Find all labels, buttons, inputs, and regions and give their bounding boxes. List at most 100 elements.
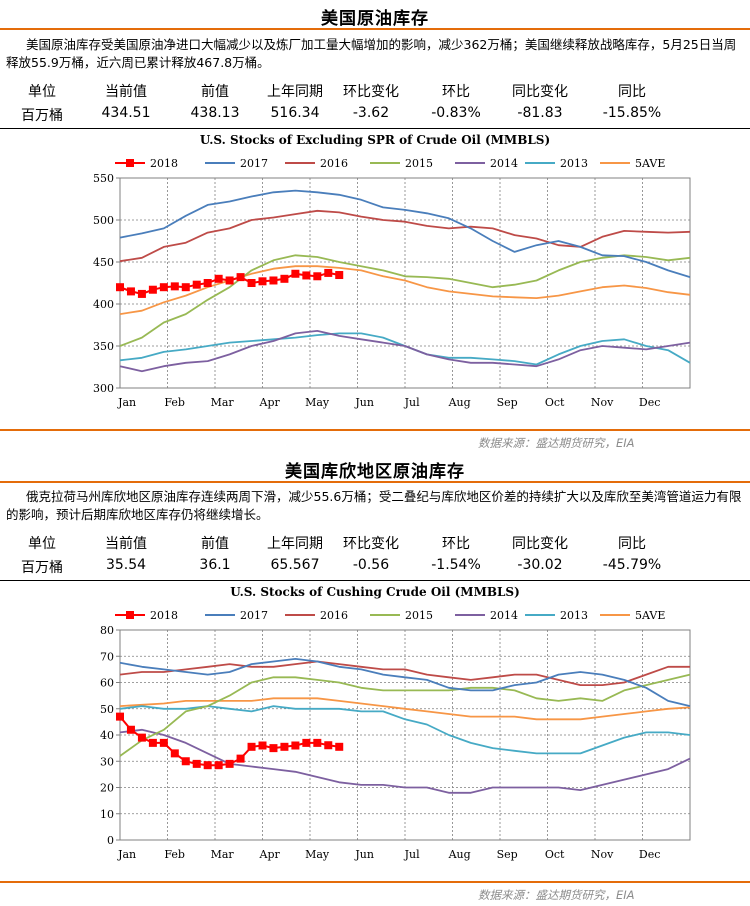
chart2-series-2014 [119, 728, 691, 794]
panel1-stats-header-5: 环比 [442, 84, 470, 100]
panel1-stats-header-1: 当前值 [105, 84, 147, 100]
chart2-point-2018 [247, 742, 256, 751]
panel2-stats-header-row: 单位 当前值 前值 上年同期 环比变化 环比 同比变化 同比 [0, 533, 750, 555]
chart2-xtick-label-Jun: Jun [354, 848, 374, 861]
chart1-point-2018 [192, 280, 201, 289]
chart2-point-2018 [203, 761, 212, 770]
panel1-source-note: 数据来源：盛达期货研究，EIA [478, 436, 635, 450]
chart2-legend-item-2016: 2016 [285, 609, 348, 622]
chart1-xtick-label-Sep: Sep [497, 396, 518, 409]
panel1-title: 美国原油库存 [321, 9, 429, 29]
chart2-legend-marker-2018 [126, 611, 134, 619]
chart2-point-2018 [214, 761, 223, 770]
chart1-series-2015 [119, 254, 691, 347]
chart2-legend-item-2018: 2018 [115, 609, 178, 622]
chart1-point-2018 [214, 274, 223, 283]
panel2-stats-value-row: 百万桶 35.54 36.1 65.567 -0.56 -1.54% -30.02 -45.7… [0, 557, 750, 579]
chart2-ytick-label: 40 [100, 729, 114, 742]
panel1-description: 美国原油库存受美国原油净进口大幅减少以及炼厂加工量大幅增加的影响，减少362万桶… [6, 37, 737, 70]
chart1-xtick-label-Jan: Jan [117, 396, 136, 409]
chart2-xtick-label-Aug: Aug [448, 848, 471, 861]
chart2-point-2018 [280, 742, 289, 751]
chart1-xtick-label-May: May [305, 396, 330, 409]
chart2-ytick-label: 30 [100, 755, 114, 768]
chart2-point-2018 [313, 738, 322, 747]
panel2-stats-value-4: -0.56 [352, 557, 390, 573]
chart2-legend-label-5AVE: 5AVE [635, 609, 665, 622]
panel1-stats-value-6: -81.83 [517, 105, 563, 121]
panel1-stats-value-5: -0.83% [431, 105, 481, 121]
chart1-point-2018 [280, 274, 289, 283]
chart2-point-2018 [258, 741, 267, 750]
panel2-stats-rule [0, 580, 750, 581]
chart2-series-2015 [119, 673, 691, 757]
chart2-xtick-label-Jan: Jan [117, 848, 136, 861]
chart2-ytick-label: 80 [100, 624, 114, 637]
chart1-point-2018 [269, 276, 278, 285]
chart2-point-2018 [302, 738, 311, 747]
chart2-ytick-label: 0 [107, 834, 114, 847]
chart1-series-5AVE [119, 265, 691, 315]
chart2-legend-label-2015: 2015 [405, 609, 433, 622]
panel2-title: 美国库欣地区原油库存 [285, 462, 465, 482]
chart1-legend-item-2013: 2013 [525, 157, 588, 170]
chart1-legend-label-2014: 2014 [490, 157, 518, 170]
chart2-ytick-label: 20 [100, 782, 114, 795]
panel2-stats-value-6: -30.02 [517, 557, 563, 573]
panel2-description: 俄克拉荷马州库欣地区原油库存连续两周下滑，减少55.6万桶；受二叠纪与库欣地区价… [6, 489, 742, 522]
chart1-legend-label-2016: 2016 [320, 157, 348, 170]
panel1-stats-rule [0, 128, 750, 129]
chart2-title: U.S. Stocks of Cushing Crude Oil (MMBLS) [230, 585, 520, 599]
chart2-series-2017 [119, 658, 691, 707]
chart2-point-2018 [324, 741, 333, 750]
panel1-stats-value-0: 百万桶 [21, 108, 63, 124]
chart2-xtick-label-Apr: Apr [259, 848, 281, 861]
chart1-xtick-label-Jul: Jul [404, 396, 420, 409]
chart1-point-2018 [313, 272, 322, 281]
panel2-stats-value-3: 65.567 [270, 557, 320, 573]
chart1-series-2017 [119, 189, 691, 278]
chart2-series-2016 [119, 660, 690, 686]
panel2-stats-header-0: 单位 [28, 536, 56, 552]
chart1-legend-label-2013: 2013 [560, 157, 588, 170]
panel2-stats-header-1: 当前值 [105, 536, 147, 552]
chart1-point-2018 [126, 287, 135, 296]
chart1-ytick-label: 450 [93, 256, 114, 269]
chart2-point-2018 [181, 757, 190, 766]
chart2-point-2018 [126, 725, 135, 734]
chart1-ytick-label: 400 [93, 298, 114, 311]
chart2-xtick-label-May: May [305, 848, 330, 861]
chart1-legend-marker-2018 [126, 159, 134, 167]
chart1-legend-item-2014: 2014 [455, 157, 518, 170]
panel2-source-note: 数据来源：盛达期货研究，EIA [478, 888, 635, 902]
panel1-stats-value-2: 438.13 [190, 105, 240, 121]
panel1-chart: U.S. Stocks of Excluding SPR of Crude Oi… [93, 133, 691, 409]
chart1-legend-item-2017: 2017 [205, 157, 268, 170]
panel1-stats-header-7: 同比 [618, 84, 646, 100]
chart1-point-2018 [225, 276, 234, 285]
chart2-point-2018 [225, 759, 234, 768]
panel1-bottom-rule [0, 429, 750, 431]
chart1-legend-item-5AVE: 5AVE [600, 157, 665, 170]
panel2-stats-header-5: 环比 [442, 536, 470, 552]
chart2-xtick-label-Dec: Dec [639, 848, 661, 861]
chart2-ytick-label: 50 [100, 703, 114, 716]
panel2-stats-header-3: 上年同期 [267, 536, 323, 552]
chart1-point-2018 [335, 271, 344, 280]
panel1-stats-value-4: -3.62 [352, 105, 390, 121]
chart1-point-2018 [116, 283, 124, 292]
chart2-point-2018 [116, 712, 124, 721]
panel1-stats-value-3: 516.34 [270, 105, 320, 121]
chart2-legend-item-2014: 2014 [455, 609, 518, 622]
chart2-xtick-label-Feb: Feb [164, 848, 185, 861]
chart1-legend-label-5AVE: 5AVE [635, 157, 665, 170]
chart2-ytick-label: 10 [100, 808, 114, 821]
chart2-legend-label-2017: 2017 [240, 609, 268, 622]
chart1-point-2018 [203, 279, 212, 287]
chart1-point-2018 [258, 277, 267, 286]
chart1-point-2018 [181, 283, 190, 292]
chart1-point-2018 [148, 285, 157, 294]
panel2-stats-header-6: 同比变化 [512, 536, 568, 552]
chart1-point-2018 [170, 282, 179, 291]
panel1-title-rule [0, 28, 750, 30]
